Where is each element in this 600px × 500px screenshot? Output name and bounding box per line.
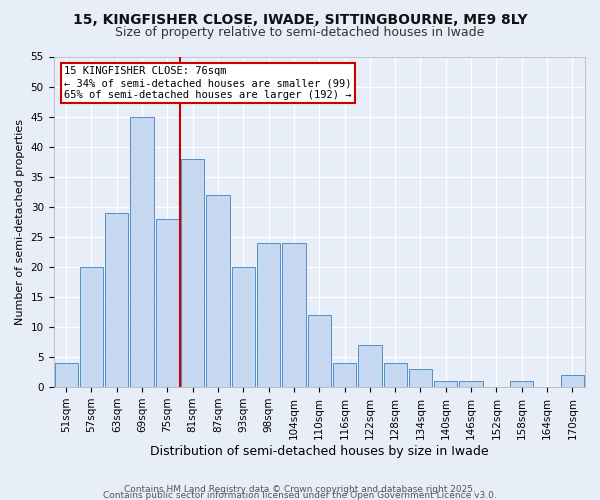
Bar [55, 363, 78, 387]
Bar [232, 267, 255, 387]
Text: 15 KINGFISHER CLOSE: 76sqm
← 34% of semi-detached houses are smaller (99)
65% of: 15 KINGFISHER CLOSE: 76sqm ← 34% of semi… [64, 66, 352, 100]
Bar [130, 116, 154, 387]
Y-axis label: Number of semi-detached properties: Number of semi-detached properties [15, 119, 25, 325]
Bar [283, 243, 305, 387]
Bar [206, 194, 230, 387]
Bar [460, 381, 483, 387]
Bar [308, 315, 331, 387]
X-axis label: Distribution of semi-detached houses by size in Iwade: Distribution of semi-detached houses by … [150, 444, 488, 458]
Bar [156, 219, 179, 387]
Bar [257, 243, 280, 387]
Text: Contains HM Land Registry data © Crown copyright and database right 2025.: Contains HM Land Registry data © Crown c… [124, 485, 476, 494]
Bar [181, 158, 205, 387]
Bar [561, 375, 584, 387]
Bar [80, 267, 103, 387]
Text: 15, KINGFISHER CLOSE, IWADE, SITTINGBOURNE, ME9 8LY: 15, KINGFISHER CLOSE, IWADE, SITTINGBOUR… [73, 12, 527, 26]
Bar [434, 381, 457, 387]
Bar [383, 363, 407, 387]
Bar [105, 213, 128, 387]
Bar [510, 381, 533, 387]
Bar [333, 363, 356, 387]
Text: Contains public sector information licensed under the Open Government Licence v3: Contains public sector information licen… [103, 491, 497, 500]
Bar [409, 369, 432, 387]
Text: Size of property relative to semi-detached houses in Iwade: Size of property relative to semi-detach… [115, 26, 485, 39]
Bar [358, 345, 382, 387]
